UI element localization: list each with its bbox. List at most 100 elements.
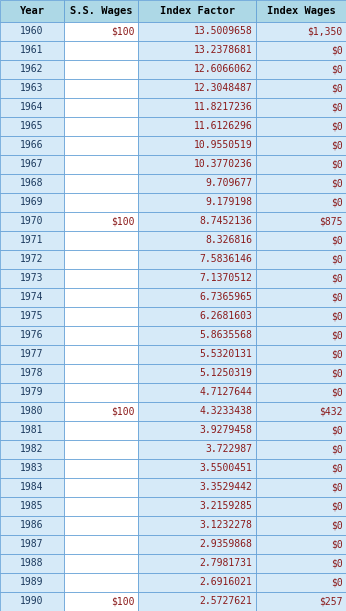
Text: 1965: 1965 [20,122,44,131]
Bar [0,41,64,60]
Bar [138,592,256,611]
Text: $0: $0 [331,45,343,56]
Text: 12.6066062: 12.6066062 [194,65,253,75]
Bar [256,326,346,345]
Bar [0,174,64,193]
Text: 1961: 1961 [20,45,44,56]
Bar [64,193,138,212]
Text: $0: $0 [331,122,343,131]
Bar [0,364,64,383]
Text: 5.1250319: 5.1250319 [200,368,253,378]
Text: $0: $0 [331,84,343,93]
Bar [0,573,64,592]
Text: S.S. Wages: S.S. Wages [70,6,133,16]
Bar [138,459,256,478]
Bar [64,155,138,174]
Bar [0,136,64,155]
Text: 8.326816: 8.326816 [206,235,253,246]
Text: 3.1232278: 3.1232278 [200,521,253,530]
Bar [256,592,346,611]
Bar [256,98,346,117]
Text: 10.9550519: 10.9550519 [194,141,253,150]
Text: 1984: 1984 [20,483,44,492]
Text: $0: $0 [331,387,343,398]
Bar [64,269,138,288]
Bar [138,250,256,269]
Bar [138,212,256,231]
Text: 1976: 1976 [20,331,44,340]
Bar [64,535,138,554]
Bar [0,459,64,478]
Bar [0,592,64,611]
Text: 6.2681603: 6.2681603 [200,312,253,321]
Bar [138,117,256,136]
Bar [256,345,346,364]
Text: 1967: 1967 [20,159,44,169]
Bar [0,250,64,269]
Text: 1985: 1985 [20,502,44,511]
Text: 1969: 1969 [20,197,44,208]
Bar [138,326,256,345]
Bar [256,136,346,155]
Bar [64,440,138,459]
Bar [256,516,346,535]
Text: 1983: 1983 [20,464,44,474]
Bar [138,535,256,554]
Bar [64,212,138,231]
Text: 8.7452136: 8.7452136 [200,216,253,227]
Bar [64,554,138,573]
Text: 2.7981731: 2.7981731 [200,558,253,568]
Bar [256,383,346,402]
Text: $0: $0 [331,483,343,492]
Text: 1970: 1970 [20,216,44,227]
Text: 1971: 1971 [20,235,44,246]
Text: Index Wages: Index Wages [267,6,335,16]
Bar [256,364,346,383]
Bar [0,117,64,136]
Bar [138,41,256,60]
Bar [256,478,346,497]
Bar [64,459,138,478]
Text: Year: Year [19,6,45,16]
Text: 1968: 1968 [20,178,44,188]
Bar [0,288,64,307]
Text: $0: $0 [331,178,343,188]
Bar [138,155,256,174]
Text: 1977: 1977 [20,349,44,359]
Bar [256,402,346,421]
Bar [64,174,138,193]
Text: $100: $100 [111,406,135,417]
Bar [64,383,138,402]
Text: 9.709677: 9.709677 [206,178,253,188]
Bar [256,459,346,478]
Text: $0: $0 [331,254,343,265]
Bar [64,0,138,22]
Text: 5.5320131: 5.5320131 [200,349,253,359]
Text: 1964: 1964 [20,103,44,112]
Bar [0,212,64,231]
Bar [64,345,138,364]
Bar [64,516,138,535]
Bar [0,231,64,250]
Bar [138,383,256,402]
Text: 2.5727621: 2.5727621 [200,596,253,607]
Bar [138,174,256,193]
Text: 1986: 1986 [20,521,44,530]
Bar [64,326,138,345]
Text: 1989: 1989 [20,577,44,588]
Bar [256,174,346,193]
Text: 1978: 1978 [20,368,44,378]
Text: $0: $0 [331,577,343,588]
Bar [256,212,346,231]
Bar [0,22,64,41]
Bar [256,79,346,98]
Bar [138,440,256,459]
Bar [0,155,64,174]
Bar [64,98,138,117]
Text: $0: $0 [331,368,343,378]
Text: 7.1370512: 7.1370512 [200,274,253,284]
Bar [0,79,64,98]
Bar [64,497,138,516]
Text: $0: $0 [331,425,343,436]
Bar [64,136,138,155]
